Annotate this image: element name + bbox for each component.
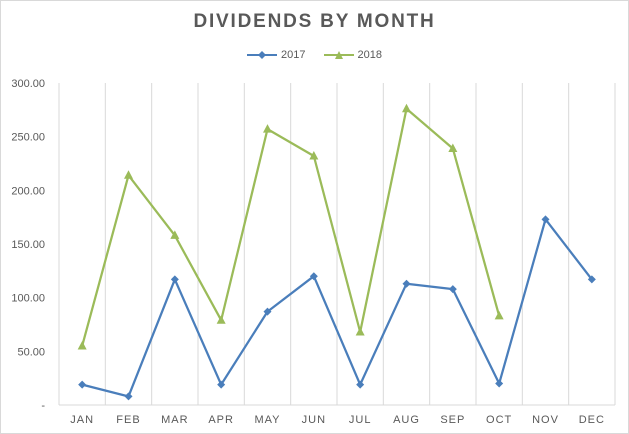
legend-swatch-2018 <box>323 51 354 59</box>
series-line-2017 <box>81 218 593 398</box>
x-tick-label: JUN <box>302 414 326 426</box>
legend-swatch-2017 <box>247 51 278 59</box>
y-tick-label: 50.00 <box>17 346 45 358</box>
x-tick-label: SEP <box>440 414 465 426</box>
data-point-2017 <box>217 380 226 389</box>
data-point-2017 <box>309 272 318 281</box>
x-tick-label: DEC <box>579 414 605 426</box>
data-point-2017 <box>495 379 504 388</box>
y-tick-label: - <box>41 400 45 412</box>
legend-entry-2017: 2017 <box>247 49 306 61</box>
series-line-2018 <box>81 107 501 347</box>
data-point-2017 <box>587 275 596 284</box>
data-point-2018 <box>494 310 504 320</box>
legend-label-2017: 2017 <box>281 49 306 61</box>
data-point-2017 <box>124 392 133 401</box>
x-tick-label: JUL <box>349 414 372 426</box>
y-tick-label: 250.00 <box>11 132 45 144</box>
data-point-2017 <box>78 380 87 389</box>
data-point-2018 <box>170 230 180 239</box>
x-tick-label: MAY <box>254 414 280 426</box>
data-point-2017 <box>402 279 411 288</box>
x-tick-label: FEB <box>116 414 140 426</box>
data-point-2017 <box>541 215 550 224</box>
data-point-2018 <box>402 103 411 113</box>
chart-title: DIVIDENDS BY MONTH <box>193 11 436 32</box>
legend-entry-2018: 2018 <box>323 49 382 61</box>
x-tick-label: AUG <box>393 414 420 426</box>
x-tick-label: NOV <box>532 414 559 426</box>
data-point-2017 <box>356 380 365 389</box>
x-tick-label: JAN <box>70 414 94 426</box>
data-point-2018 <box>448 143 458 152</box>
y-tick-label: 150.00 <box>11 239 45 251</box>
data-point-2017 <box>263 307 272 316</box>
data-point-2018 <box>309 150 319 160</box>
data-point-2018 <box>77 340 87 350</box>
data-point-2017 <box>448 285 457 294</box>
data-point-2018 <box>355 327 365 336</box>
legend: 2017 2018 <box>1 49 628 61</box>
x-tick-label: APR <box>208 414 234 426</box>
y-tick-label: 100.00 <box>11 293 45 305</box>
x-tick-label: OCT <box>486 414 512 426</box>
data-point-2018 <box>216 315 226 324</box>
data-point-2017 <box>170 275 179 284</box>
y-tick-label: 200.00 <box>11 185 45 197</box>
x-tick-label: MAR <box>161 414 188 426</box>
legend-label-2018: 2018 <box>357 49 382 61</box>
data-point-2018 <box>124 170 133 179</box>
data-point-2018 <box>263 124 272 133</box>
y-tick-label: 300.00 <box>11 78 45 90</box>
